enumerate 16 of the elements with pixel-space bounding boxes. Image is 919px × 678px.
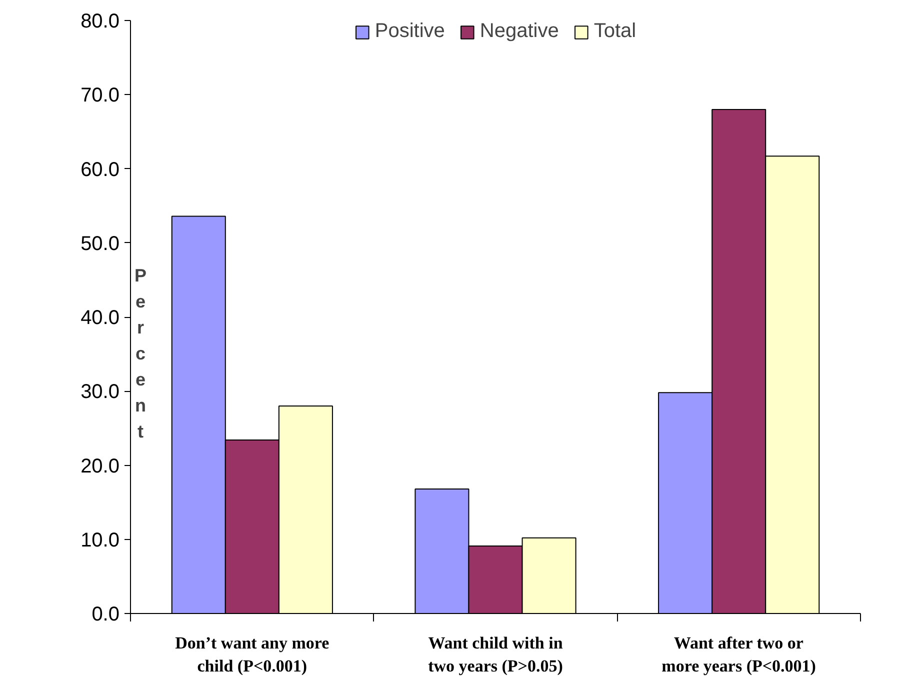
y-tick-label: 20.0 [80, 455, 120, 478]
legend-label: Total [594, 20, 636, 43]
x-tick-label: Want after two or more years (P<0.001) [662, 634, 816, 676]
y-axis-title: Percent [134, 266, 147, 442]
y-tick-label: 40.0 [80, 307, 120, 329]
y-tick-label: 80.0 [80, 10, 120, 32]
y-tick-label: 0.0 [92, 604, 120, 626]
y-tick-label: 50.0 [80, 232, 120, 255]
y-tick-label: 70.0 [80, 84, 120, 107]
x-tick-label: Don’t want any more child (P<0.001) [175, 634, 330, 676]
legend-label: Positive [374, 20, 445, 43]
y-tick-label: 10.0 [80, 529, 120, 552]
legend-label: Negative [480, 20, 559, 43]
y-tick-label: 30.0 [80, 381, 120, 404]
x-tick-label: Want child with in two years (P>0.05) [428, 634, 564, 676]
y-tick-label: 60.0 [80, 158, 120, 181]
